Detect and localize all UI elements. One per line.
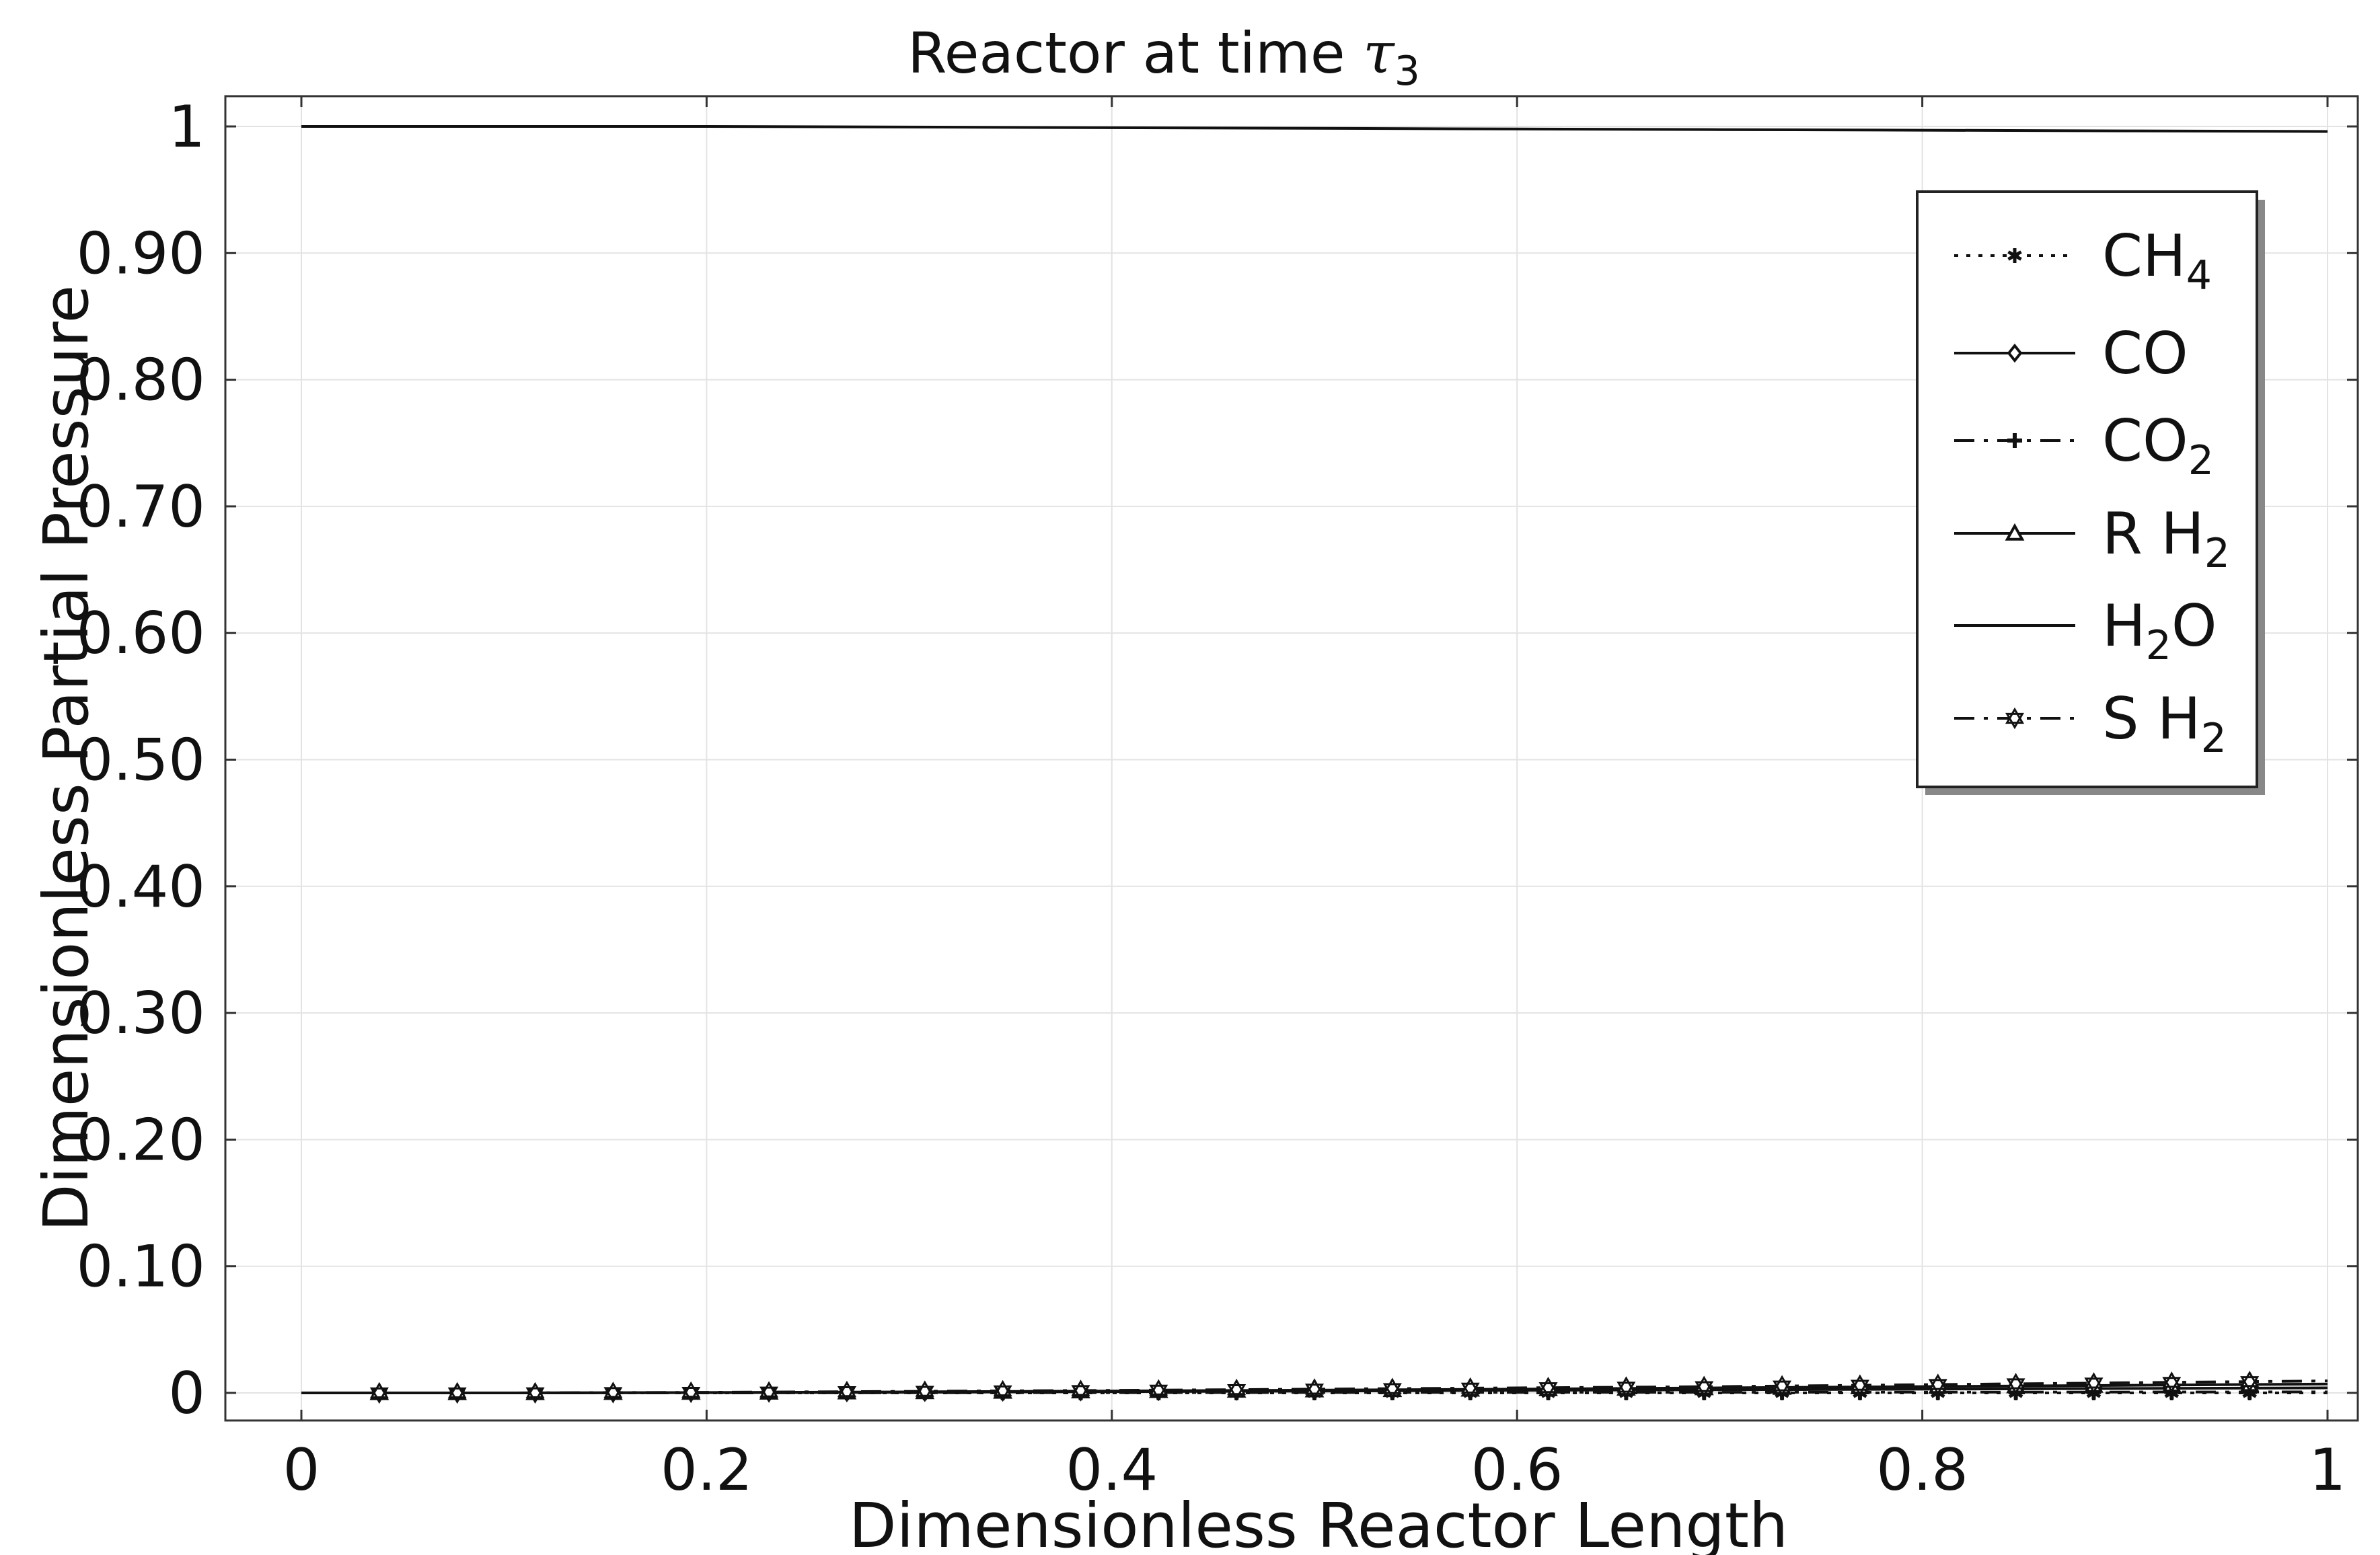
series-marker	[1305, 1378, 1324, 1400]
series-marker	[603, 1381, 623, 1404]
series-marker	[2006, 1373, 2025, 1395]
legend-label-sub: 2	[2201, 715, 2227, 762]
legend-label: CO	[2102, 320, 2188, 387]
series-5	[301, 1371, 2328, 1404]
series-marker	[1928, 1373, 1947, 1396]
chart-title-main: Reactor at time	[907, 20, 1363, 86]
legend-marker	[2005, 707, 2024, 730]
legend-marker	[2007, 343, 2023, 363]
series-marker	[681, 1381, 701, 1404]
y-tick-label: 0.80	[77, 347, 205, 414]
legend-label: S H2	[2102, 685, 2227, 762]
x-tick-label: 0.8	[1876, 1437, 1968, 1504]
series-line	[301, 125, 2328, 133]
series-marker	[1695, 1375, 1714, 1398]
series-marker	[1538, 1377, 1558, 1399]
series-4	[301, 125, 2328, 133]
series-line	[301, 1390, 2328, 1394]
plot-area	[224, 95, 2359, 1422]
legend-label-tail: O	[2171, 593, 2217, 660]
legend-label-base: R H	[2102, 500, 2204, 568]
chart-title-sub: 3	[1394, 48, 1420, 95]
series-marker	[2162, 1371, 2182, 1394]
legend-marker	[2005, 523, 2025, 541]
y-tick-label: 0.20	[77, 1106, 205, 1174]
series-line	[301, 1379, 2328, 1394]
series-marker	[837, 1380, 857, 1403]
chart-title: Reactor at time τ3	[907, 20, 1420, 95]
legend-label-sub: 2	[2188, 437, 2214, 484]
legend-label: R H2	[2102, 500, 2230, 577]
x-tick-label: 0.4	[1066, 1437, 1158, 1504]
series-marker	[447, 1381, 467, 1404]
series-marker	[2240, 1371, 2260, 1393]
series-marker	[2084, 1372, 2104, 1394]
y-tick-label: 0.50	[77, 727, 205, 794]
series-marker	[1616, 1376, 1636, 1398]
x-tick-label: 0.6	[1471, 1437, 1563, 1504]
series-marker	[1382, 1377, 1402, 1400]
y-tick-label: 0.70	[77, 473, 205, 541]
x-tick-label: 0.2	[661, 1437, 753, 1504]
series-marker	[759, 1381, 779, 1403]
x-axis-label: Dimensionless Reactor Length	[849, 1490, 1788, 1555]
y-axis-label: Dimensionless Partial Pressure	[30, 285, 102, 1232]
y-tick-label: 0.60	[77, 600, 205, 667]
legend-label-sub: 2	[2204, 530, 2230, 577]
ticks: 0 0.2 0.4 0.6 0.8 1 0 0.10 0.20 0.30 0.40 0.50 0.60 0…	[77, 93, 2358, 1504]
legend-label-sub: 4	[2186, 252, 2212, 299]
y-tick-label: 0.90	[77, 220, 205, 287]
series-marker	[1071, 1379, 1090, 1402]
series-marker	[1772, 1375, 1792, 1397]
legend-marker	[2007, 433, 2022, 448]
legend-label-base: S H	[2102, 685, 2201, 753]
x-tick-label: 1	[2309, 1437, 2346, 1504]
series-marker	[369, 1381, 389, 1404]
series-marker	[1149, 1379, 1168, 1402]
series-marker	[525, 1381, 545, 1404]
legend-label-base: H	[2102, 593, 2146, 660]
legend-label: H2O	[2102, 593, 2217, 669]
y-tick-label: 0.40	[77, 854, 205, 921]
legend-label: CH4	[2102, 223, 2212, 299]
x-tick-label: 0	[283, 1437, 320, 1504]
series-marker	[1227, 1378, 1247, 1401]
y-tick-label: 1	[168, 93, 205, 161]
chart-title-symbol: τ	[1363, 20, 1395, 86]
y-tick-label: 0.30	[77, 980, 205, 1047]
y-tick-label: 0.10	[77, 1234, 205, 1301]
legend-label-sub: 2	[2146, 622, 2171, 669]
series-marker	[915, 1380, 934, 1402]
legend-marker	[2007, 248, 2022, 263]
series-group	[301, 125, 2328, 1404]
y-tick-label: 0	[168, 1360, 205, 1427]
legend-box	[1916, 190, 2258, 788]
legend-label: CO2	[2102, 408, 2214, 484]
legend-label-base: CH	[2102, 223, 2186, 290]
legend-label-base: CO	[2102, 408, 2188, 475]
series-marker	[993, 1379, 1012, 1402]
series-marker	[1850, 1374, 1870, 1396]
series-marker	[1460, 1377, 1480, 1400]
legend-label-base: CO	[2102, 320, 2188, 387]
